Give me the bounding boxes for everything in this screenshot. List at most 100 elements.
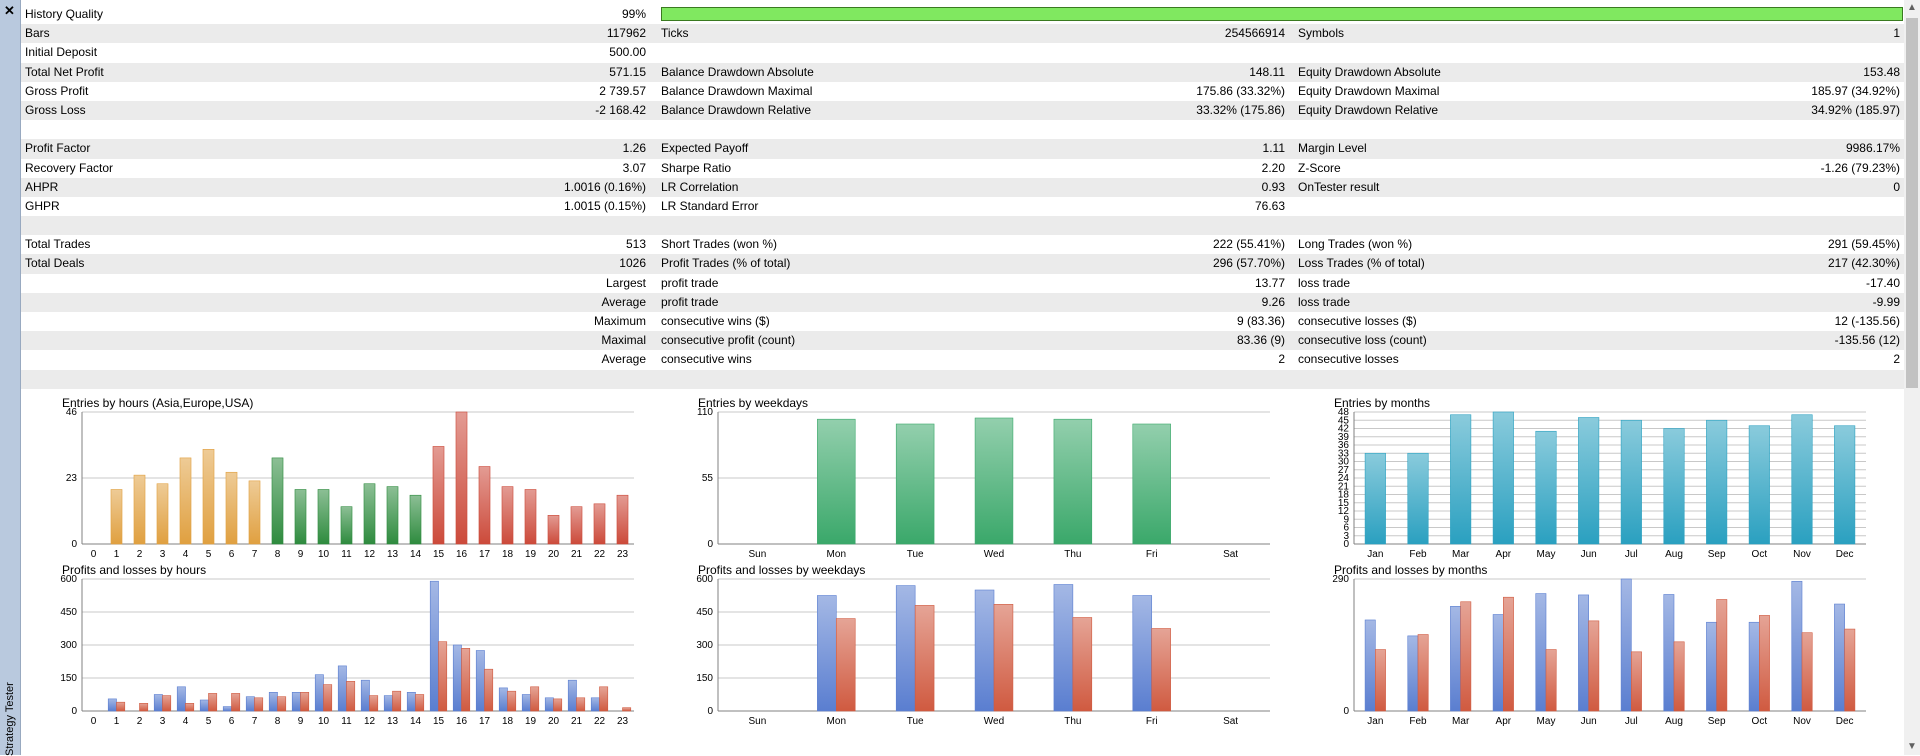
loss-bar [415,694,425,712]
loss-bar [507,690,517,712]
report-label: Symbols [1298,26,1345,41]
bar [1535,430,1557,545]
bar [1706,419,1728,545]
report-label: Equity Drawdown Maximal [1298,83,1440,98]
x-tick-label: 0 [91,549,97,560]
report-value [921,370,1285,389]
x-tick-label: 5 [206,716,212,727]
loss-bar [1759,615,1770,712]
x-tick-label: 19 [525,716,537,727]
profit-bar [498,687,508,712]
x-tick-label: 3 [160,716,166,727]
loss-bar [254,697,264,712]
profit-bar [153,694,163,712]
bar [1492,411,1514,545]
scroll-thumb[interactable] [1906,18,1918,388]
x-tick-label: Mon [827,549,846,560]
loss-bar [1588,620,1600,712]
x-tick-label: Dec [1836,549,1854,560]
y-tick-label: 12 [1338,506,1350,517]
report-value: 2 739.57 [599,83,646,98]
x-tick-label: Fri [1146,716,1158,727]
report-label: consecutive loss (count) [1298,333,1427,348]
x-tick-label: 0 [91,716,97,727]
report-label: Balance Drawdown Maximal [661,83,813,98]
report-value: -17.40 [1865,275,1900,290]
bar [1364,452,1386,545]
report-label: profit trade [661,275,719,290]
close-icon[interactable]: ✕ [4,3,15,18]
report-value: 117962 [606,26,646,41]
chart-title: Profits and losses by hours [62,563,207,577]
profit-bar [1834,603,1845,712]
report-label: profit trade [661,294,719,309]
x-tick-label: Mar [1452,716,1470,727]
vertical-scrollbar[interactable]: ▲ ▼ [1904,0,1920,755]
report-value: 1.0016 (0.16%) [563,179,646,194]
report-table: History Quality 99% Bars 117962 Ticks 2545669… [21,5,1904,389]
chart-title: Entries by hours (Asia,Europe,USA) [62,396,254,410]
scroll-up-icon[interactable]: ▲ [1907,2,1917,13]
profit-bar [567,679,577,712]
report-label: AHPR [25,179,59,194]
profit-bar [337,665,347,712]
profit-bar [1663,594,1675,712]
report-label: History Quality [25,7,104,21]
profit-bar [1791,580,1803,712]
report-value: 13.77 [1254,275,1285,290]
report-row [21,216,1904,236]
x-tick-label: Jan [1367,549,1383,560]
report-row [21,369,1904,389]
bar [1663,428,1685,545]
report-label: Ticks [661,26,689,41]
x-tick-label: Jun [1581,549,1597,560]
report-value: Maximal [601,333,646,348]
report-label [25,370,445,389]
loss-bar [576,697,586,712]
report-label: Gross Loss [25,102,86,117]
loss-bar [530,686,540,712]
report-value: Average [601,352,646,367]
report-row: AHPR 1.0016 (0.16%) LR Correlation 0.93 OnTe… [21,177,1904,197]
profit-bar [974,589,995,712]
x-tick-label: Aug [1665,716,1683,727]
loss-bar [599,686,609,712]
x-tick-label: May [1537,549,1556,560]
report-label: Balance Drawdown Absolute [661,64,814,79]
y-tick-label: 21 [1338,481,1350,492]
y-tick-label: 0 [707,539,713,550]
x-tick-label: Feb [1409,716,1427,727]
loss-bar [231,693,241,712]
report-value: 2 [1893,352,1900,367]
profit-bar [268,692,278,712]
profit-bar [895,585,916,712]
x-tick-label: 8 [275,716,281,727]
profit-bar [1706,621,1717,712]
profit-bar [1578,594,1589,712]
x-tick-label: 21 [571,716,583,727]
report-label: Balance Drawdown Relative [661,102,812,117]
x-tick-label: 14 [410,549,422,560]
entries-hours-chart: Entries by hours (Asia,Europe,USA) 0 23 46 0… [40,396,640,570]
pl-months-chart: Profits and losses by months 0 290 Jan Feb Ma… [1312,563,1872,737]
left-panel-strip: ✕ Strategy Tester [0,0,21,756]
report-row: Initial Deposit 500.00 [21,43,1904,62]
x-tick-label: Apr [1496,716,1512,727]
x-tick-label: 11 [341,716,352,727]
chart-title: Profits and losses by weekdays [698,563,866,577]
loss-bar [553,698,563,712]
report-value: Largest [605,275,646,290]
loss-bar [1844,628,1856,712]
loss-bar [993,603,1014,712]
x-tick-label: 5 [206,549,212,560]
x-tick-label: 18 [502,716,514,727]
y-tick-label: 110 [697,407,713,418]
report-value: 9 (83.36) [1236,314,1285,328]
scroll-down-icon[interactable]: ▼ [1907,741,1917,752]
x-tick-label: Wed [984,716,1004,727]
x-tick-label: 4 [183,549,189,560]
report-value: 0 [1893,179,1900,194]
bar [340,506,353,545]
bar [478,466,491,545]
